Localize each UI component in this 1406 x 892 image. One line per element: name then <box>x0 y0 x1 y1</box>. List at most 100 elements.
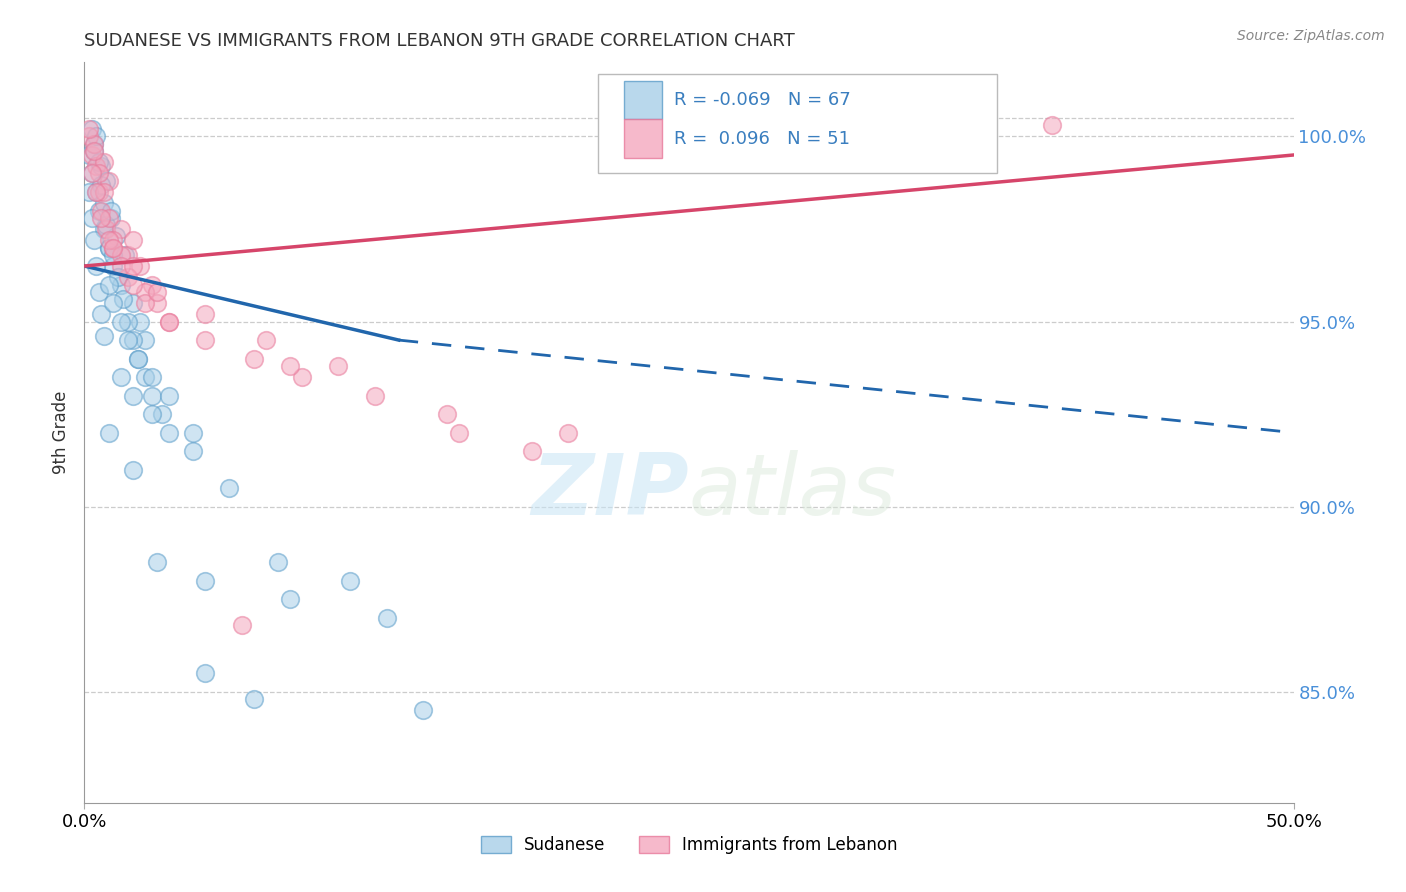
Point <box>94 222 117 236</box>
Point <box>90 159 112 173</box>
Point <box>103 241 125 255</box>
Point <box>97 241 120 255</box>
Point <box>121 333 143 347</box>
Point <box>134 296 156 310</box>
Point <box>375 611 398 625</box>
Point <box>90 178 112 192</box>
Point <box>134 370 156 384</box>
Point <box>121 296 143 310</box>
Point <box>90 307 112 321</box>
Point <box>121 277 143 292</box>
Point <box>114 248 136 262</box>
Point <box>83 145 105 159</box>
Point <box>77 122 100 136</box>
Y-axis label: 9th Grade: 9th Grade <box>52 391 70 475</box>
Point <box>86 129 108 144</box>
Point <box>97 211 120 225</box>
Point <box>157 315 180 329</box>
FancyBboxPatch shape <box>624 120 662 158</box>
Point <box>94 219 117 233</box>
Text: ZIP: ZIP <box>531 450 689 533</box>
Text: atlas: atlas <box>689 450 897 533</box>
Point <box>157 315 180 329</box>
Point <box>157 425 180 440</box>
Point <box>97 425 120 440</box>
Legend: Sudanese, Immigrants from Lebanon: Sudanese, Immigrants from Lebanon <box>474 830 904 861</box>
Point <box>127 351 149 366</box>
Point <box>103 241 125 255</box>
Point <box>103 259 125 273</box>
Point <box>121 389 143 403</box>
Point <box>83 233 105 247</box>
Point <box>77 129 100 144</box>
Point <box>86 259 108 273</box>
Point <box>110 370 132 384</box>
Point <box>1040 119 1063 133</box>
Point <box>87 155 110 169</box>
Point <box>117 315 139 329</box>
Point <box>87 185 110 199</box>
Point <box>134 333 156 347</box>
Point <box>103 296 125 310</box>
Point <box>127 351 149 366</box>
Point <box>146 285 169 299</box>
Point <box>93 155 115 169</box>
Point <box>436 407 458 421</box>
Point <box>121 259 143 273</box>
Point <box>107 270 129 285</box>
Point <box>100 203 122 218</box>
Text: SUDANESE VS IMMIGRANTS FROM LEBANON 9TH GRADE CORRELATION CHART: SUDANESE VS IMMIGRANTS FROM LEBANON 9TH … <box>84 32 796 50</box>
Point <box>267 555 290 569</box>
Point <box>80 211 103 225</box>
Point <box>141 407 163 421</box>
Point <box>83 136 105 151</box>
Point <box>146 296 169 310</box>
Point <box>83 136 105 151</box>
Point <box>97 174 120 188</box>
Point <box>181 425 204 440</box>
Point <box>93 222 115 236</box>
Point <box>242 351 264 366</box>
Point <box>121 463 143 477</box>
Point <box>194 333 217 347</box>
Point <box>110 222 132 236</box>
Point <box>100 211 122 225</box>
Point <box>80 167 103 181</box>
Point <box>363 389 385 403</box>
Point <box>80 122 103 136</box>
Point <box>93 185 115 199</box>
Point <box>97 277 120 292</box>
Point <box>278 359 301 373</box>
FancyBboxPatch shape <box>599 73 997 173</box>
Point <box>94 174 117 188</box>
Point <box>254 333 277 347</box>
Point <box>412 703 434 717</box>
Point <box>194 307 217 321</box>
Point <box>93 196 115 211</box>
Point <box>449 425 471 440</box>
Point <box>87 203 110 218</box>
Point <box>77 148 100 162</box>
Point <box>110 248 132 262</box>
FancyBboxPatch shape <box>624 81 662 120</box>
Point <box>86 185 108 199</box>
Point <box>97 241 120 255</box>
Text: R = -0.069   N = 67: R = -0.069 N = 67 <box>675 91 851 109</box>
Point <box>80 167 103 181</box>
Point <box>77 185 100 199</box>
Point <box>87 167 110 181</box>
Text: R =  0.096   N = 51: R = 0.096 N = 51 <box>675 129 851 148</box>
Point <box>134 285 156 299</box>
Point <box>86 159 108 173</box>
Point <box>121 233 143 247</box>
Point <box>181 444 204 458</box>
Point <box>117 270 139 285</box>
Point <box>110 315 132 329</box>
Point <box>87 285 110 299</box>
Point <box>117 248 139 262</box>
Point <box>110 259 132 273</box>
Point <box>141 389 163 403</box>
Point <box>150 407 173 421</box>
Point <box>80 148 103 162</box>
Text: Source: ZipAtlas.com: Source: ZipAtlas.com <box>1237 29 1385 43</box>
